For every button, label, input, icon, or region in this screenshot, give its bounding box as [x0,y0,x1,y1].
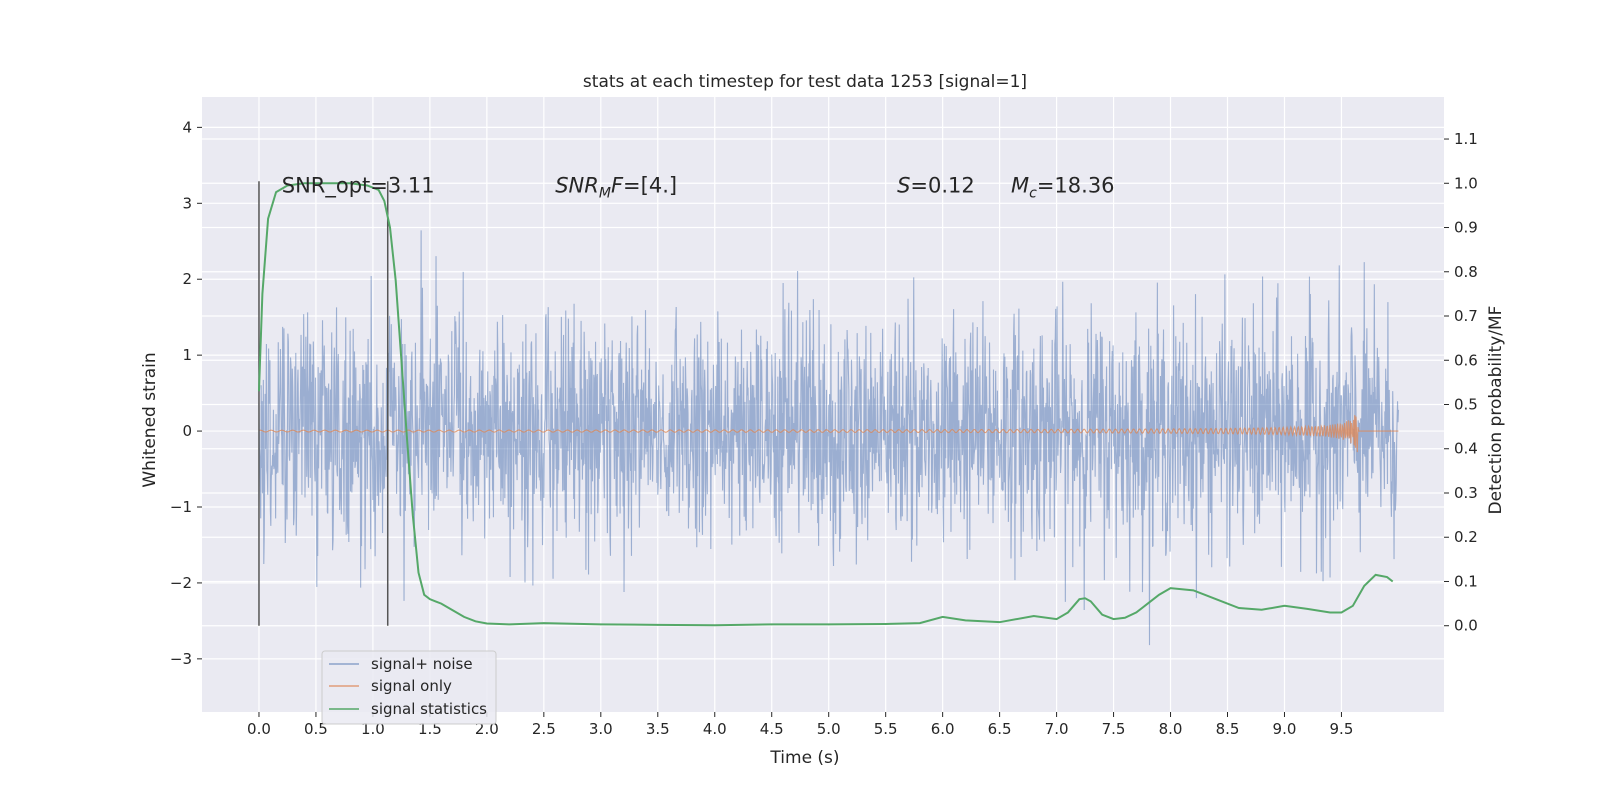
y-tick-label: −2 [170,574,192,592]
y2-tick-label: 0.7 [1454,307,1478,325]
y2-tick-label: 0.6 [1454,351,1478,369]
x-tick-label: 6.0 [931,720,955,738]
y2-tick-label: 0.4 [1454,440,1478,458]
y2-tick-label: 0.5 [1454,396,1478,414]
x-tick-label: 8.0 [1159,720,1183,738]
annotation-0: SNR_opt=3.11 [282,173,435,198]
y-tick-label: 2 [182,270,192,288]
x-tick-label: 7.0 [1045,720,1069,738]
x-tick-label: 9.0 [1273,720,1297,738]
x-tick-label: 2.5 [532,720,556,738]
series-line-signal-only [258,415,1399,453]
y2-axis-ticks: 0.0 0.1 0.2 0.3 0.4 0.5 0.6 0.7 0.8 0.9 1.0 1.1 [1444,130,1478,635]
y-tick-label: 0 [182,422,192,440]
y-tick-label: 3 [182,194,192,212]
x-tick-label: 3.0 [589,720,613,738]
legend: signal+ noise signal only signal statist… [321,650,497,725]
y-tick-label: −3 [170,650,192,668]
x-tick-label: 3.5 [646,720,670,738]
noise-series [258,230,1399,646]
annotation-3: Mc=18.36 [1011,173,1115,201]
x-tick-label: 0.0 [247,720,271,738]
y2-tick-label: 0.9 [1454,219,1478,237]
y2-tick-label: 0.3 [1454,484,1478,502]
y2-tick-label: 1.1 [1454,130,1478,148]
signal-series [258,415,1399,453]
y2-tick-label: 0.1 [1454,572,1478,590]
annotations: SNR_opt=3.11 SNRMF=[4.] S=0.12 Mc=18.36 [282,173,1115,201]
y-tick-label: 1 [182,346,192,364]
annotation-1: SNRMF=[4.] [555,173,677,201]
x-tick-label: 9.5 [1330,720,1354,738]
legend-label-signal-noise: signal+ noise [371,655,473,673]
y2-tick-label: 0.8 [1454,263,1478,281]
x-tick-label: 4.0 [703,720,727,738]
vertical-lines [258,181,389,626]
legend-label-signal-statistics: signal statistics [371,700,487,718]
x-tick-label: 0.5 [304,720,328,738]
statistics-series [257,182,1394,627]
y2-tick-label: 0.2 [1454,528,1478,546]
y-tick-label: −1 [170,498,192,516]
y2-tick-label: 1.0 [1454,174,1478,192]
x-tick-label: 8.5 [1216,720,1240,738]
y-axis-label: Whitened strain [140,352,160,487]
x-tick-label: 5.5 [874,720,898,738]
y-tick-label: 4 [182,118,192,136]
x-tick-label: 7.5 [1102,720,1126,738]
annotation-2: S=0.12 [897,173,975,197]
series-line-signal-statistics [257,182,1394,627]
x-axis-label: Time (s) [769,748,839,768]
chart-title: stats at each timestep for test data 125… [583,72,1027,92]
legend-box [321,650,497,725]
x-tick-label: 6.5 [988,720,1012,738]
series-line-signal-noise [258,230,1399,646]
x-tick-label: 5.0 [817,720,841,738]
y2-axis-label: Detection probability/MF [1486,306,1506,515]
x-tick-label: 4.5 [760,720,784,738]
legend-label-signal-only: signal only [371,677,452,695]
y2-tick-label: 0.0 [1454,617,1478,635]
y-axis-ticks: −3 −2 −1 0 1 2 3 4 [170,118,202,668]
